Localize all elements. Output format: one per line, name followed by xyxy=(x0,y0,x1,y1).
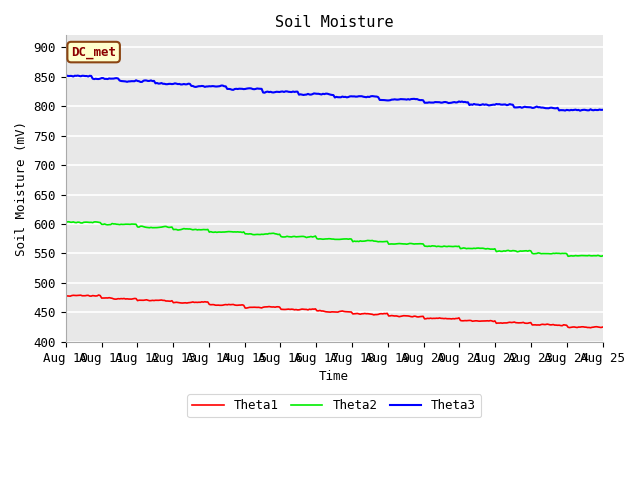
Theta1 xyxy=(298,306,306,312)
Theta1 xyxy=(95,292,102,298)
Theta3 xyxy=(576,108,584,114)
Theta3 xyxy=(223,86,231,92)
Theta2 xyxy=(597,253,605,259)
Text: DC_met: DC_met xyxy=(71,46,116,59)
Theta2 xyxy=(129,221,137,227)
Legend: Theta1, Theta2, Theta3: Theta1, Theta2, Theta3 xyxy=(188,394,481,417)
Theta2 xyxy=(298,234,306,240)
Theta2 xyxy=(570,253,578,259)
Theta3 xyxy=(129,78,137,84)
Y-axis label: Soil Moisture (mV): Soil Moisture (mV) xyxy=(15,121,28,256)
Theta1 xyxy=(129,296,137,301)
Theta3 xyxy=(598,107,606,113)
Theta3 xyxy=(241,86,249,92)
Theta3 xyxy=(250,86,258,92)
Line: Theta3: Theta3 xyxy=(66,75,602,111)
Theta1 xyxy=(587,325,595,331)
X-axis label: Time: Time xyxy=(319,370,349,383)
Theta1 xyxy=(223,302,231,308)
Theta3 xyxy=(570,107,578,113)
Theta2 xyxy=(241,231,249,237)
Theta1 xyxy=(241,305,249,311)
Theta2 xyxy=(65,219,72,225)
Theta1 xyxy=(250,304,258,310)
Theta3 xyxy=(74,72,81,78)
Theta2 xyxy=(62,219,70,225)
Line: Theta2: Theta2 xyxy=(66,222,602,256)
Theta1 xyxy=(570,324,578,330)
Theta2 xyxy=(223,229,231,235)
Title: Soil Moisture: Soil Moisture xyxy=(275,15,394,30)
Theta2 xyxy=(250,232,258,238)
Theta1 xyxy=(598,324,606,330)
Theta1 xyxy=(62,293,70,299)
Line: Theta1: Theta1 xyxy=(66,295,602,328)
Theta3 xyxy=(298,92,306,97)
Theta3 xyxy=(62,74,70,80)
Theta2 xyxy=(598,253,606,259)
